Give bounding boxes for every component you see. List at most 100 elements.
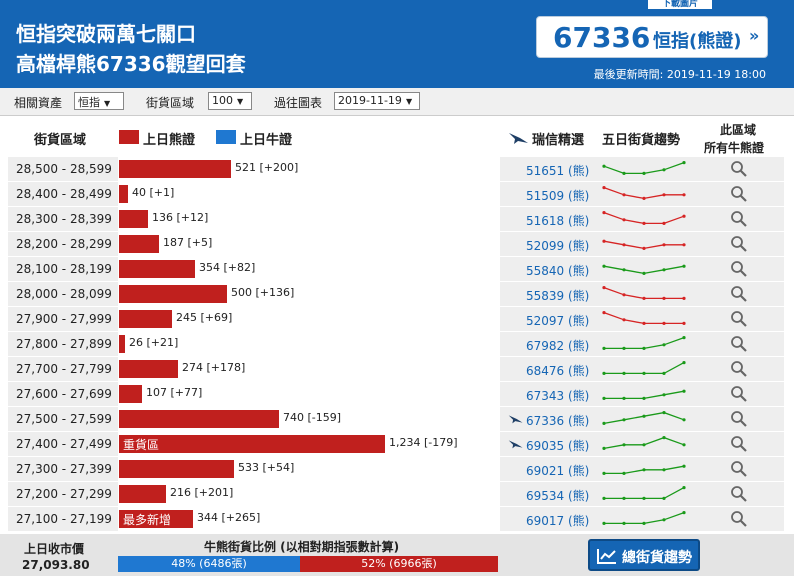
trend-chart-icon <box>597 549 616 564</box>
warrant-code-link[interactable]: 69021 (熊) <box>526 464 590 478</box>
all-column-header-line1: 此區域 <box>720 123 757 137</box>
warrant-code-link[interactable]: 69035 (熊) <box>526 439 590 453</box>
page-header: 恒指突破兩萬七關口 高檔桿熊67336觀望回套 下載圖片 67336 恒指(熊證… <box>0 0 794 88</box>
bear-volume-bar[interactable]: 最多新增 <box>119 510 193 528</box>
search-icon[interactable] <box>730 210 748 228</box>
five-day-sparkline <box>602 186 686 200</box>
warrant-code-link[interactable]: 52099 (熊) <box>526 239 590 253</box>
table-row: 27,200 - 27,299 216 [+201] 69534 (熊) <box>0 482 794 507</box>
warrant-code-link[interactable]: 55839 (熊) <box>526 289 590 303</box>
five-day-sparkline <box>602 211 686 225</box>
warrant-code-link[interactable]: 52097 (熊) <box>526 314 590 328</box>
dropdown-arrow-icon: ▼ <box>104 99 111 108</box>
five-day-sparkline <box>602 239 686 250</box>
bar-value-label: 216 [+201] <box>170 486 234 499</box>
search-icon[interactable] <box>730 285 748 303</box>
search-icon[interactable] <box>730 510 748 528</box>
footer: 上日收市價 27,093.80 牛熊街貨比例 (以相對期指張數計算) 48% (… <box>0 534 794 576</box>
table-row: 27,300 - 27,399 533 [+54] 69021 (熊) <box>0 457 794 482</box>
search-icon[interactable] <box>730 335 748 353</box>
bear-volume-bar[interactable] <box>119 360 178 378</box>
bear-volume-bar[interactable] <box>119 310 172 328</box>
bar-value-label: 740 [-159] <box>283 411 342 424</box>
search-icon[interactable] <box>730 160 748 178</box>
search-icon[interactable] <box>730 310 748 328</box>
asset-select[interactable]: 恒指 ▼ <box>74 92 124 110</box>
history-label: 過往圖表 <box>274 96 323 110</box>
warrant-code-link[interactable]: 68476 (熊) <box>526 364 590 378</box>
download-image-button[interactable]: 下載圖片 <box>648 0 712 9</box>
bear-volume-bar[interactable] <box>119 335 125 353</box>
row-detail: 55839 (熊) <box>500 282 784 306</box>
zone-range: 28,400 - 28,499 <box>8 182 118 206</box>
bull-legend-label: 上日牛證 <box>240 133 293 148</box>
bear-volume-bar[interactable] <box>119 210 148 228</box>
history-select[interactable]: 2019-11-19 ▼ <box>334 92 420 110</box>
warrant-code-link[interactable]: 51651 (熊) <box>526 164 590 178</box>
total-trend-button[interactable]: 總街貨趨勢 <box>588 539 700 571</box>
table-row: 27,500 - 27,599 740 [-159] 67336 (熊) <box>0 407 794 432</box>
row-detail: 52099 (熊) <box>500 232 784 256</box>
bear-volume-bar[interactable] <box>119 160 231 178</box>
bear-volume-bar[interactable] <box>119 385 142 403</box>
bear-volume-bar[interactable] <box>119 410 279 428</box>
warrant-code-link[interactable]: 51509 (熊) <box>526 189 590 203</box>
bear-volume-bar[interactable] <box>119 185 128 203</box>
table-row: 27,600 - 27,699 107 [+77] 67343 (熊) <box>0 382 794 407</box>
bear-volume-bar[interactable]: 重貨區 <box>119 435 385 453</box>
warrant-code-link[interactable]: 51618 (熊) <box>526 214 590 228</box>
bar-value-label: 26 [+21] <box>129 336 179 349</box>
history-select-value: 2019-11-19 <box>338 94 402 107</box>
bear-legend-swatch <box>119 130 139 144</box>
search-icon[interactable] <box>730 235 748 253</box>
bear-volume-bar[interactable] <box>119 235 159 253</box>
bear-volume-bar[interactable] <box>119 485 166 503</box>
bar-value-label: 245 [+69] <box>176 311 233 324</box>
search-icon[interactable] <box>730 260 748 278</box>
search-icon[interactable] <box>730 460 748 478</box>
bar-value-label: 500 [+136] <box>231 286 295 299</box>
row-detail: 67336 (熊) <box>500 407 784 431</box>
warrant-code-link[interactable]: 69017 (熊) <box>526 514 590 528</box>
warrant-code-link[interactable]: 69534 (熊) <box>526 489 590 503</box>
zone-select[interactable]: 100 ▼ <box>208 92 252 110</box>
bar-value-label: 274 [+178] <box>182 361 246 374</box>
bear-legend-label: 上日熊證 <box>143 133 196 148</box>
search-icon[interactable] <box>730 185 748 203</box>
bear-volume-bar[interactable] <box>119 260 195 278</box>
zone-range: 27,700 - 27,799 <box>8 357 118 381</box>
five-day-sparkline <box>602 389 686 400</box>
row-detail: 67343 (熊) <box>500 382 784 406</box>
warrant-code-link[interactable]: 55840 (熊) <box>526 264 590 278</box>
table-row: 27,700 - 27,799 274 [+178] 68476 (熊) <box>0 357 794 382</box>
search-icon[interactable] <box>730 485 748 503</box>
warrant-code-link[interactable]: 67982 (熊) <box>526 339 590 353</box>
row-detail: 51651 (熊) <box>500 157 784 181</box>
zone-range: 28,100 - 28,199 <box>8 257 118 281</box>
bull-ratio-segment: 48% (6486張) <box>118 556 300 572</box>
row-detail: 51509 (熊) <box>500 182 784 206</box>
all-column-header-line2: 所有牛熊證 <box>704 141 765 155</box>
bear-volume-bar[interactable] <box>119 285 227 303</box>
search-icon[interactable] <box>730 360 748 378</box>
warrant-code-link[interactable]: 67336 (熊) <box>526 414 590 428</box>
dropdown-arrow-icon: ▼ <box>405 97 413 106</box>
row-detail: 55840 (熊) <box>500 257 784 281</box>
row-detail: 69035 (熊) <box>500 432 784 456</box>
search-icon[interactable] <box>730 435 748 453</box>
five-day-sparkline <box>602 336 686 350</box>
search-icon[interactable] <box>730 410 748 428</box>
prev-close-value: 27,093.80 <box>22 558 90 572</box>
zone-range: 27,800 - 27,899 <box>8 332 118 356</box>
five-day-sparkline <box>602 264 686 275</box>
bar-value-label: 187 [+5] <box>163 236 213 249</box>
bear-volume-bar[interactable] <box>119 460 234 478</box>
warrant-code-link[interactable]: 67343 (熊) <box>526 389 590 403</box>
search-icon[interactable] <box>730 385 748 403</box>
trend-column-header: 五日街貨趨勢 <box>602 133 681 148</box>
dropdown-arrow-icon: ▼ <box>237 97 244 106</box>
bar-value-label: 107 [+77] <box>146 386 203 399</box>
zone-column-header: 街貨區域 <box>34 133 87 148</box>
index-quote-box[interactable]: 67336 恒指(熊證) » <box>536 16 768 58</box>
